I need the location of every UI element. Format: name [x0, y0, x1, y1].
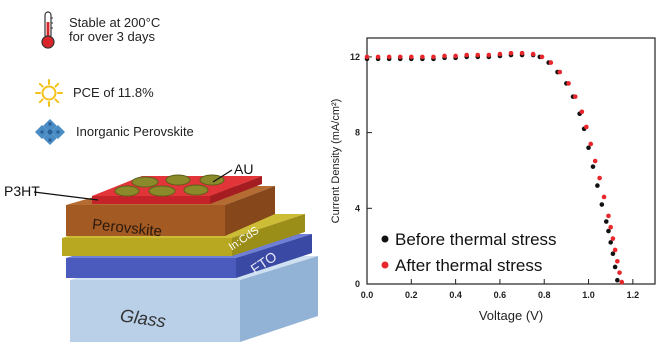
- y-tick-label: 0: [355, 279, 360, 289]
- x-tick-label: 1.2: [627, 290, 640, 300]
- p3ht-label: P3HT: [4, 183, 40, 199]
- after-stress-point: [615, 258, 620, 264]
- after-stress-point: [508, 50, 514, 56]
- legend: Before thermal stress After thermal stre…: [381, 230, 557, 275]
- after-stress-point: [548, 60, 554, 65]
- y-axis-ticks: 0 4 8 12: [350, 52, 372, 289]
- y-tick-label: 4: [355, 203, 360, 213]
- x-axis-ticks: 0.0 0.2 0.4 0.6 0.8 1.0 1.2: [361, 279, 639, 300]
- after-stress-point: [530, 51, 536, 57]
- after-stress-point: [519, 50, 525, 56]
- after-stress-point: [617, 270, 622, 275]
- after-stress-point: [386, 54, 392, 60]
- after-stress-point: [608, 224, 613, 230]
- after-stress-point: [588, 141, 594, 147]
- after-stress-point: [375, 54, 381, 60]
- au-label: AU: [234, 161, 253, 177]
- after-stress-point: [610, 236, 616, 241]
- after-stress-point: [539, 54, 545, 60]
- stability-line-1: Stable at 200°C: [69, 15, 161, 30]
- after-stress-point: [397, 54, 403, 60]
- thermometer-icon: [41, 11, 55, 49]
- before-stress-point: [599, 202, 605, 207]
- x-tick-label: 0.0: [361, 290, 374, 300]
- before-stress-point: [590, 164, 596, 169]
- before-stress-point: [612, 264, 618, 270]
- after-stress-point: [597, 175, 602, 181]
- after-stress-point: [606, 213, 611, 219]
- after-stress-point: [601, 194, 607, 200]
- after-stress-point: [619, 279, 625, 285]
- sun-icon: [35, 79, 63, 107]
- pce-text: PCE of 11.8%: [73, 85, 154, 100]
- before-stress-point: [595, 183, 600, 188]
- after-stress-point: [557, 69, 563, 75]
- legend-label-before: Before thermal stress: [395, 230, 557, 249]
- au-contacts: [114, 174, 225, 197]
- before-stress-point: [615, 277, 620, 283]
- after-stress-point: [464, 52, 469, 58]
- after-stress-point: [572, 94, 578, 99]
- x-tick-label: 0.4: [449, 290, 462, 300]
- y-tick-label: 12: [350, 52, 360, 62]
- after-stress-point: [409, 54, 414, 60]
- before-stress-point: [586, 145, 591, 151]
- before-stress-point: [608, 240, 613, 245]
- x-tick-label: 1.0: [582, 290, 595, 300]
- after-stress-point: [612, 247, 618, 253]
- perovskite-text: Inorganic Perovskite: [76, 124, 194, 139]
- after-stress-point: [364, 54, 370, 60]
- au-callout-line: [212, 169, 233, 183]
- after-stress-point: [431, 54, 436, 60]
- plot-frame: [366, 37, 656, 285]
- legend-label-after: After thermal stress: [395, 256, 542, 275]
- before-stress-point: [603, 219, 609, 224]
- device-stack-diagram: Glass FTO In:CdS Perovskite P3HT AU: [4, 161, 318, 342]
- after-stress-point: [579, 109, 585, 115]
- legend-marker-after: [381, 261, 389, 269]
- p3ht-callout-line: [33, 191, 99, 201]
- after-stress-point: [592, 158, 598, 164]
- after-stress-point: [584, 124, 589, 130]
- legend-marker-before: [381, 235, 389, 243]
- after-stress-point: [486, 52, 492, 58]
- after-stress-point: [442, 53, 447, 59]
- after-stress-point: [475, 52, 481, 58]
- stability-line-2: for over 3 days: [69, 29, 155, 44]
- after-stress-point: [497, 51, 503, 57]
- x-tick-label: 0.6: [494, 290, 507, 300]
- x-axis-label: Voltage (V): [479, 308, 543, 323]
- after-stress-point: [566, 81, 571, 86]
- crystal-lattice-icon: [35, 119, 65, 145]
- x-tick-label: 0.2: [405, 290, 418, 300]
- y-tick-label: 8: [355, 128, 360, 138]
- x-tick-label: 0.8: [538, 290, 551, 300]
- after-stress-point: [420, 54, 425, 60]
- before-stress-point: [610, 251, 616, 257]
- after-stress-point: [453, 53, 458, 59]
- before-stress-point: [606, 228, 611, 234]
- y-axis-label: Current Density (mA/cm²): [330, 99, 342, 224]
- data-points: [364, 50, 625, 285]
